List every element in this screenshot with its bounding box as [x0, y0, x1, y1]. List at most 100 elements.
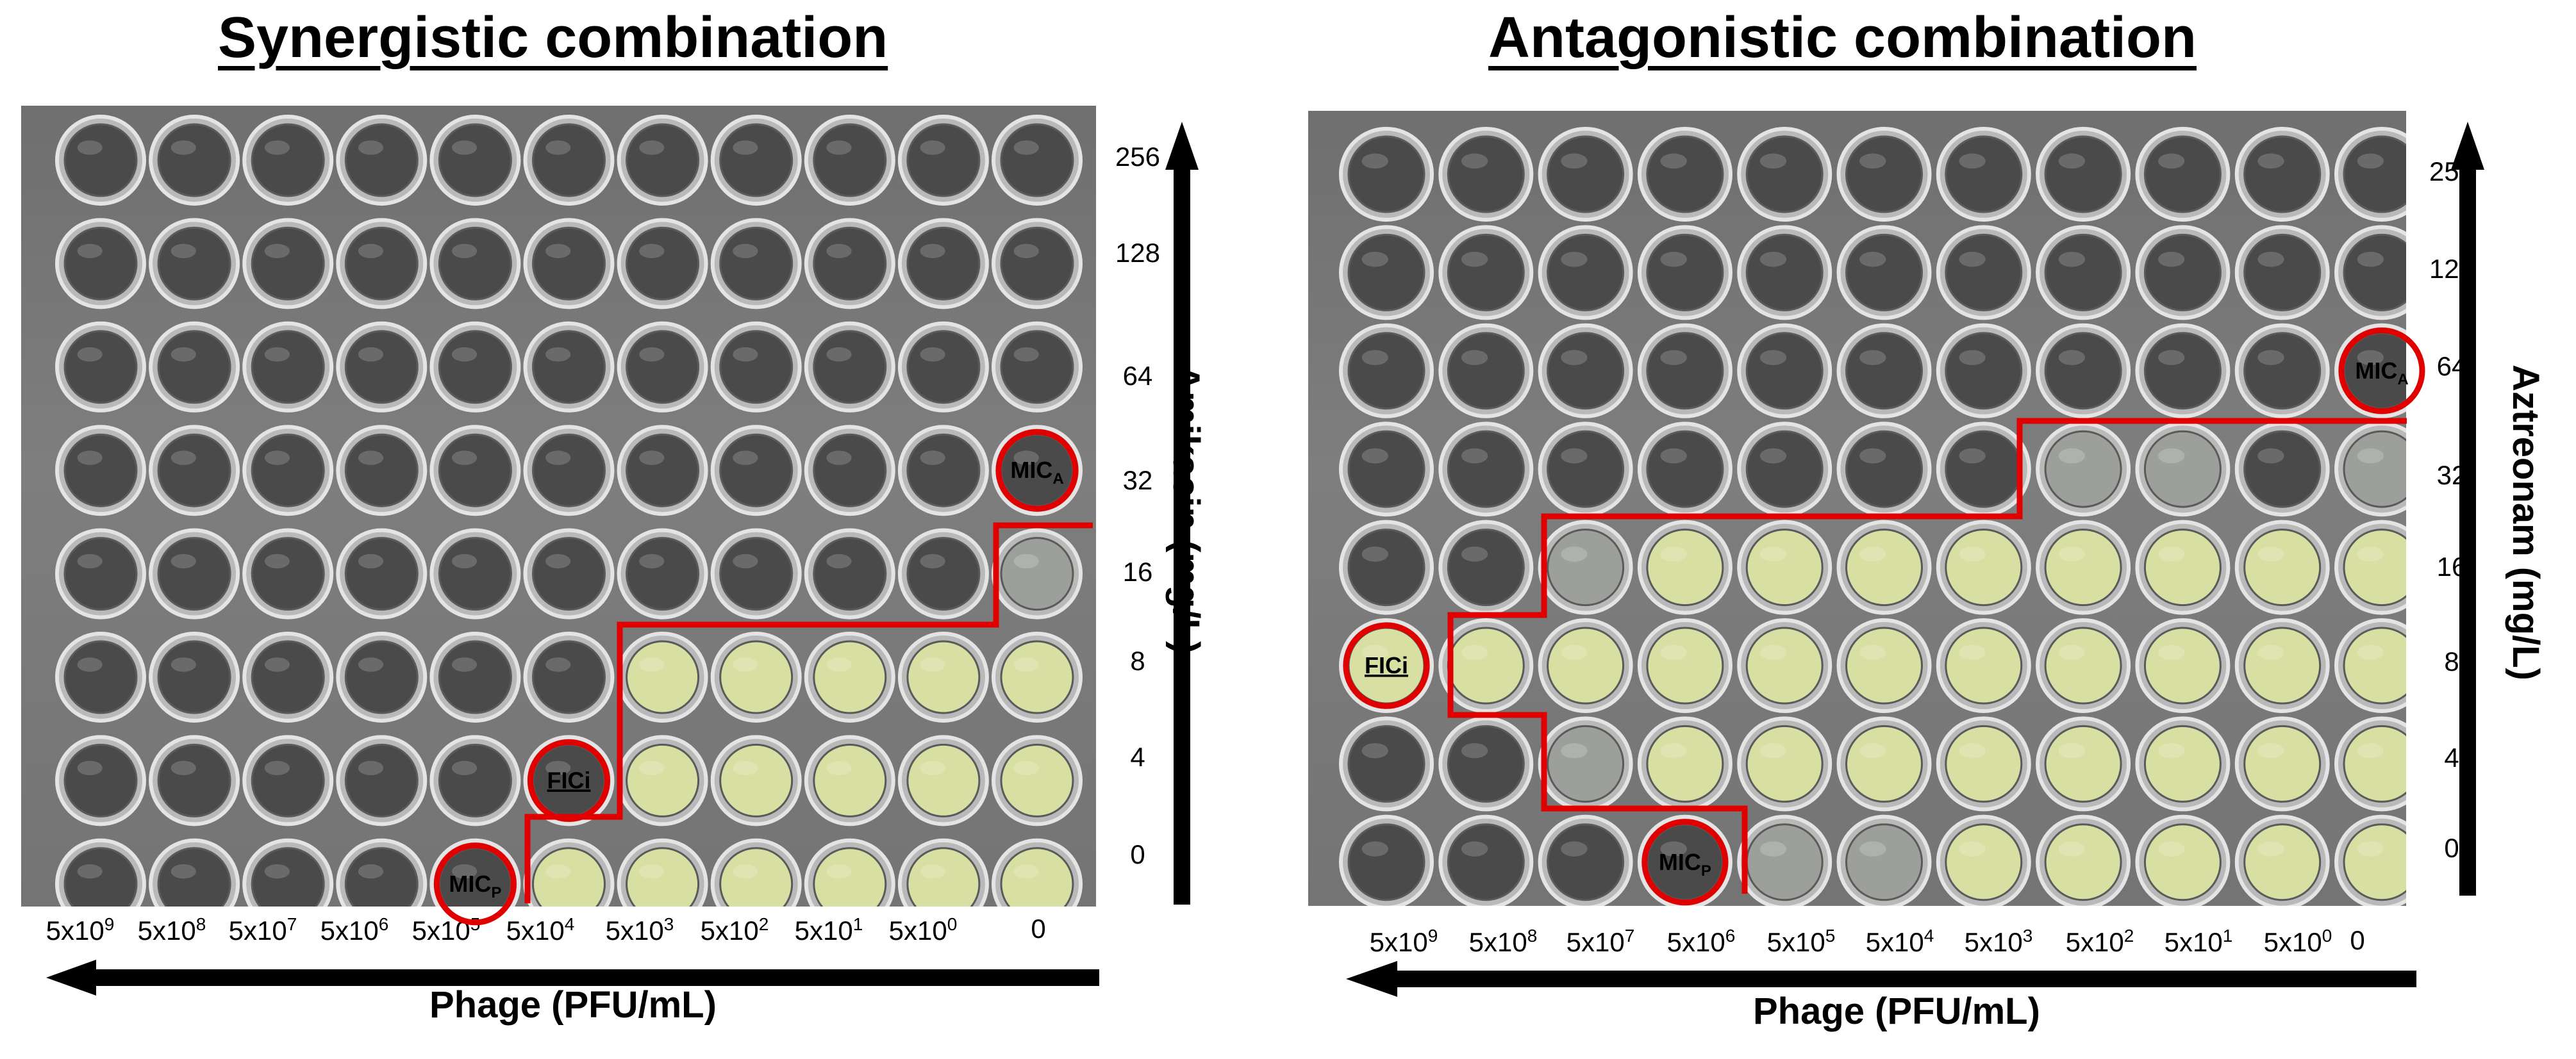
well-growth — [2243, 627, 2322, 705]
well-highlight — [733, 243, 758, 258]
well-growth — [1745, 725, 1824, 803]
well-clear — [1945, 332, 2023, 410]
well-growth — [906, 743, 981, 817]
well-growth — [719, 640, 794, 714]
well-growth — [1945, 725, 2023, 803]
well-highlight — [2257, 448, 2284, 464]
well-growth — [1845, 725, 1923, 803]
well-clear — [1745, 135, 1824, 213]
well-highlight — [2357, 644, 2384, 661]
well-growth — [2343, 725, 2406, 803]
well-highlight — [920, 450, 945, 465]
well-growth — [2143, 823, 2222, 901]
fici-label: FICi — [547, 767, 591, 793]
well-clear — [719, 537, 794, 611]
well-highlight — [545, 657, 571, 672]
well-highlight — [1013, 450, 1039, 465]
well-highlight — [358, 554, 384, 569]
well-clear — [344, 226, 419, 300]
well-clear — [157, 433, 231, 507]
well-highlight — [170, 140, 196, 155]
marker-circle — [1343, 622, 1430, 709]
well-highlight — [2158, 841, 2185, 857]
well-highlight — [452, 657, 478, 672]
well-highlight — [452, 760, 478, 775]
well-clear — [438, 640, 512, 714]
well-highlight — [1013, 864, 1039, 879]
well-highlight — [264, 243, 290, 258]
well-clear — [344, 640, 419, 714]
well-growth — [1745, 627, 1824, 705]
well-highlight — [1859, 251, 1886, 267]
well-highlight — [2357, 743, 2384, 759]
well-growth — [813, 847, 887, 907]
well-highlight — [1759, 841, 1787, 857]
well-clear — [251, 640, 325, 714]
well-growth — [626, 743, 700, 817]
well-growth — [2343, 627, 2406, 705]
well-highlight — [1361, 841, 1388, 857]
well-turbid — [1845, 823, 1923, 901]
well-highlight — [264, 554, 290, 569]
well-clear — [2143, 135, 2222, 213]
well-highlight — [920, 140, 945, 155]
well-clear — [626, 123, 700, 197]
well-highlight — [1660, 153, 1687, 169]
well-highlight — [1361, 448, 1388, 464]
well-clear — [1347, 135, 1425, 213]
concentration-label: 0 — [2444, 833, 2459, 863]
well-highlight — [264, 864, 290, 879]
well-highlight — [1013, 140, 1039, 155]
phage-concentration-label: 5x100 — [2263, 926, 2332, 957]
well-growth — [1000, 640, 1074, 714]
concentration-label: 32 — [1122, 465, 1153, 495]
well-highlight — [1561, 841, 1588, 857]
well-turbid — [1547, 725, 1625, 803]
well-growth — [2343, 823, 2406, 901]
well-clear — [2243, 135, 2322, 213]
well-highlight — [2257, 743, 2284, 759]
well-clear — [1646, 430, 1724, 508]
well-highlight — [2257, 251, 2284, 267]
well-highlight — [170, 760, 196, 775]
well-clear — [63, 847, 138, 907]
well-highlight — [1759, 350, 1787, 365]
well-clear — [438, 226, 512, 300]
well-clear — [1000, 123, 1074, 197]
well-growth — [1845, 529, 1923, 607]
well-highlight — [1859, 743, 1886, 759]
phage-arrow-head — [1346, 961, 1397, 997]
concentration-label: 128 — [1115, 238, 1161, 268]
well-clear — [1646, 233, 1724, 311]
well-clear — [157, 330, 231, 404]
well-clear — [157, 640, 231, 714]
well-growth — [719, 743, 794, 817]
well-turbid — [2044, 430, 2122, 508]
growth-boundary-line — [524, 522, 1093, 903]
well-clear — [906, 226, 981, 300]
well-highlight — [2158, 251, 2185, 267]
well-highlight — [452, 450, 478, 465]
well-clear — [2143, 233, 2222, 311]
well-clear — [1547, 430, 1625, 508]
well-turbid — [2143, 430, 2222, 508]
well-clear — [1945, 233, 2023, 311]
well-highlight — [77, 450, 103, 465]
well-clear — [157, 123, 231, 197]
well-clear — [157, 537, 231, 611]
well-clear — [719, 433, 794, 507]
well-growth — [719, 847, 794, 907]
well-clear — [438, 330, 512, 404]
well-highlight — [358, 347, 384, 362]
well-highlight — [452, 347, 478, 362]
well-highlight — [2058, 153, 2086, 169]
mic-label: MICA — [2355, 357, 2408, 388]
well-clear — [2044, 233, 2122, 311]
well-highlight — [452, 554, 478, 569]
well-highlight — [1959, 546, 1986, 562]
phage-concentration-label: 5x104 — [506, 914, 575, 946]
concentration-label: 0 — [1130, 839, 1145, 869]
well-clear — [532, 640, 606, 714]
well-highlight — [1759, 743, 1787, 759]
mic-label: MICA — [1010, 457, 1063, 488]
